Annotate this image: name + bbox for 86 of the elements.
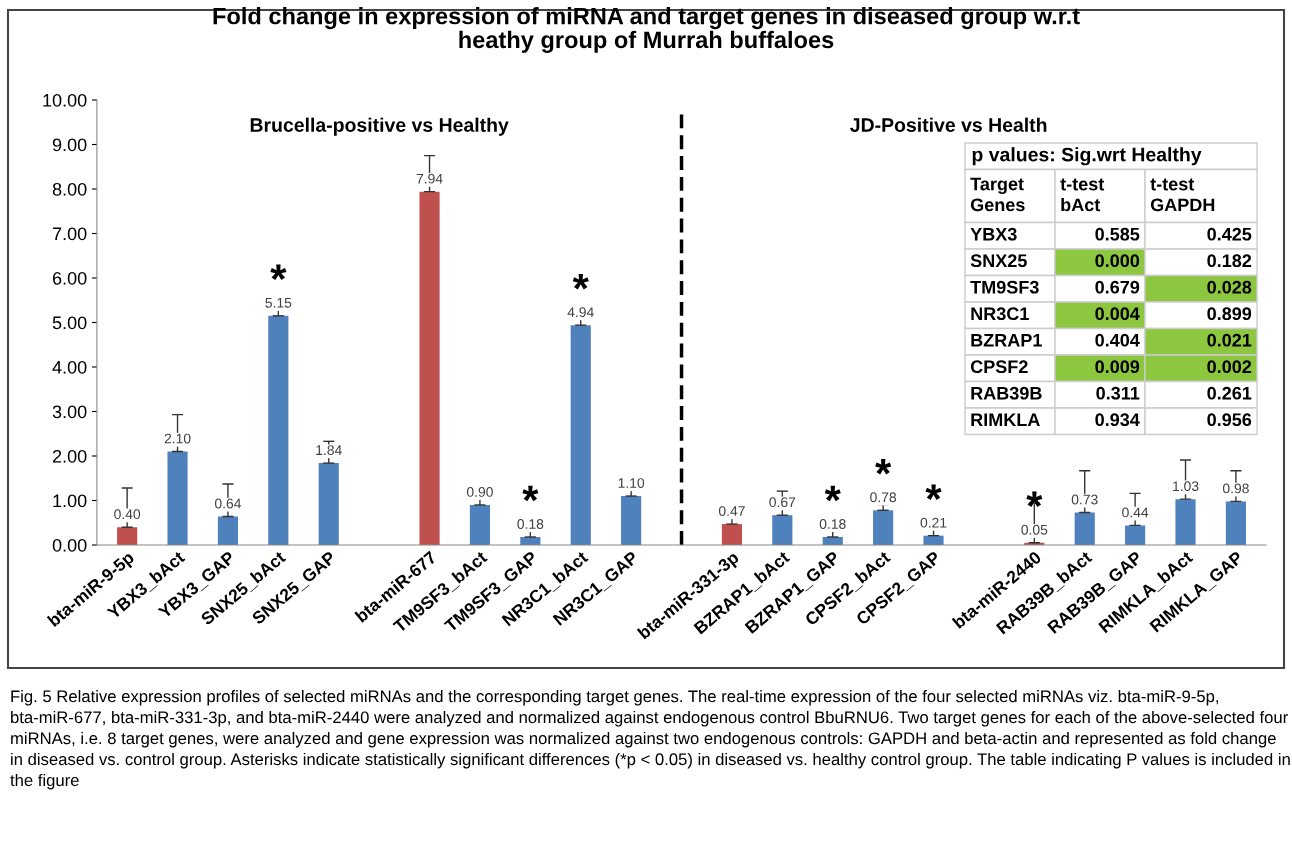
annotation: 0.009 [1095, 360, 1140, 374]
annotation: * [925, 484, 942, 500]
annotation: YBX3 [970, 227, 1017, 241]
data-label: 0.18 [517, 519, 544, 529]
bar [419, 191, 440, 545]
annotation: Brucella-positive vs Healthy [250, 117, 509, 136]
annotation: 0.404 [1095, 333, 1140, 347]
bar [873, 510, 894, 545]
annotation: RAB39B [971, 386, 1042, 400]
annotation: 0.585 [1095, 227, 1140, 241]
bar [1225, 501, 1246, 545]
y-tick-label: 6.00 [52, 271, 87, 285]
data-label: 4.94 [567, 307, 594, 318]
annotation: 0.028 [1207, 280, 1252, 294]
y-tick-label: 2.00 [52, 449, 87, 463]
annotation: 0.311 [1096, 386, 1140, 400]
annotation: t-test GAPDH [1150, 178, 1215, 212]
annotation: 0.899 [1207, 307, 1252, 321]
data-label: 0.90 [466, 487, 493, 497]
annotation: p values: Sig.wrt Healthy [972, 147, 1202, 166]
caption: Fig. 5 Relative expression profiles of selected miRNAs and the corresponding target genes. The real-time expression of the four selected miRNAs viz. bta-miR-9-5p, bta-miR-677, bta-miR-331-3p, and bta-miR-2440 were analyzed and normalized against endogenous control BbuRNU6. Two target genes for each of the above-selected four miRNAs, i.e. 8 target genes, were analyzed and gene expression was normalized against two endogenous controls: GAPDH and beta-actin and represented as fold change in diseased vs. control group. Asterisks indicate statistically significant differences (*p < 0.05) in diseased vs. healthy control group. The table indicating P values is included in the figure [10, 690, 1290, 790]
annotation: RIMKLA [971, 413, 1040, 426]
annotation: t-test bAct [1060, 178, 1105, 212]
data-label: 2.10 [164, 433, 191, 444]
y-tick-label: 7.00 [52, 227, 87, 241]
y-tick-label: 0.00 [52, 538, 87, 552]
bar [268, 315, 289, 545]
y-tick-label: 8.00 [52, 182, 87, 196]
bar [1175, 499, 1196, 545]
y-tick-label: 4.00 [52, 360, 87, 374]
data-label: 0.67 [769, 497, 796, 508]
annotation: * [270, 264, 287, 281]
annotation: * [824, 485, 841, 502]
annotation: * [572, 273, 589, 290]
y-tick-label: 5.00 [52, 316, 87, 330]
annotation: * [522, 485, 539, 502]
annotation: BZRAP1 [971, 334, 1042, 347]
data-label: 1.10 [618, 478, 645, 488]
data-label: 0.98 [1222, 483, 1249, 494]
bar [217, 516, 239, 545]
y-tick-label: 3.00 [52, 405, 87, 419]
annotation: SNX25 [970, 254, 1027, 268]
data-label: 0.18 [819, 519, 846, 529]
data-label: 1.03 [1173, 481, 1199, 492]
y-tick-label: 9.00 [52, 138, 87, 152]
data-label: 0.78 [870, 492, 897, 503]
annotation: * [875, 459, 892, 475]
annotation: NR3C1 [971, 307, 1029, 321]
data-label: 0.47 [718, 506, 745, 516]
annotation: Target Genes [970, 177, 1025, 212]
bar [117, 527, 138, 545]
data-label: 0.21 [920, 517, 947, 528]
data-label: 0.44 [1122, 507, 1149, 518]
annotation: 0.956 [1207, 413, 1252, 427]
bar [318, 463, 339, 545]
chart-title: Fold change in expression of miRNA and target genes in diseased group w.r.t heathy group of Murrah buffaloes [213, 7, 1080, 53]
data-label: 1.84 [316, 445, 342, 456]
bar [772, 515, 793, 545]
annotation: CPSF2 [970, 360, 1028, 374]
data-label: 0.64 [214, 498, 242, 509]
y-tick-label: 10.00 [43, 93, 87, 107]
y-tick-label: 1.00 [53, 494, 87, 508]
annotation: TM9SF3 [970, 280, 1039, 294]
bar [570, 325, 591, 545]
bar [1074, 512, 1095, 545]
data-label: 0.05 [1021, 524, 1048, 535]
annotation: 0.000 [1095, 254, 1140, 268]
annotation: 0.021 [1207, 333, 1252, 347]
bar [1125, 525, 1146, 545]
annotation: 0.002 [1207, 360, 1252, 374]
annotation: 0.261 [1207, 386, 1252, 400]
annotation: 0.182 [1207, 254, 1252, 268]
bar [167, 451, 188, 545]
annotation: JD-Positive vs Health [850, 117, 1047, 132]
annotation: 0.425 [1207, 227, 1252, 241]
data-label: 7.94 [416, 173, 443, 184]
data-label: 5.15 [265, 298, 292, 308]
annotation: * [1026, 491, 1043, 508]
bar [469, 504, 491, 545]
annotation: 0.004 [1095, 307, 1140, 321]
data-label: 0.73 [1071, 494, 1098, 505]
bar [721, 524, 743, 545]
annotation: 0.679 [1095, 280, 1140, 294]
data-label: 0.40 [114, 509, 141, 520]
bar [621, 496, 642, 545]
annotation: 0.934 [1095, 413, 1140, 427]
